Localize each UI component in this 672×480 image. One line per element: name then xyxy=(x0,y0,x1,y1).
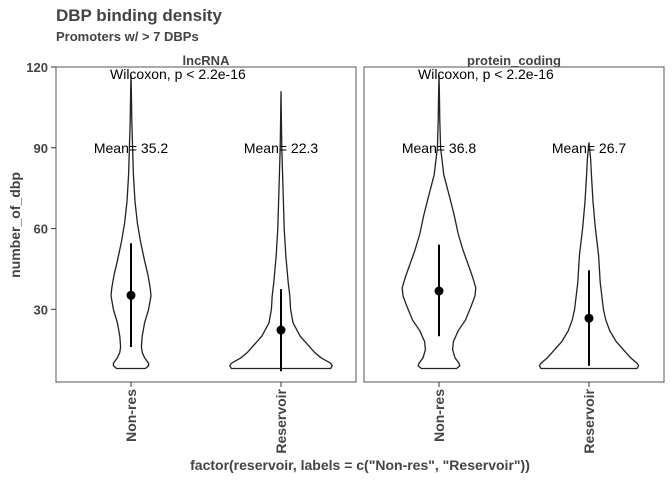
mean-annotation: Mean= 36.8 xyxy=(402,140,477,156)
x-tick-label: Reservoir xyxy=(273,388,289,453)
panel-border xyxy=(363,66,665,383)
y-axis-label: number_of_dbp xyxy=(7,172,23,278)
violin-shape xyxy=(110,75,152,370)
y-tick-label: 120 xyxy=(26,60,48,75)
y-tick-label: 60 xyxy=(34,222,48,237)
mean-point xyxy=(434,286,444,296)
violin-shape xyxy=(538,142,640,370)
violin-shape xyxy=(229,91,333,370)
wilcoxon-annotation: Wilcoxon, p < 2.2e-16 xyxy=(110,66,246,82)
y-tick-label: 30 xyxy=(34,302,48,317)
x-tick-label: Non-res xyxy=(123,389,139,442)
mean-point xyxy=(276,325,286,335)
facet-panels: lncRNA Mean= 35.2 Non-res Mean= 22.3 Reservo… xyxy=(55,53,665,454)
facet-strip-label: lncRNA xyxy=(183,53,231,68)
facet-panel-1: protein_coding Mean= 36.8 Non-res Mean= 26.… xyxy=(363,53,665,454)
violin-shape xyxy=(401,75,477,370)
chart-subtitle: Promoters w/ > 7 DBPs xyxy=(56,29,199,44)
facet-panel-0: lncRNA Mean= 35.2 Non-res Mean= 22.3 Reservo… xyxy=(55,53,357,454)
mean-point xyxy=(126,290,136,300)
mean-annotation: Mean= 35.2 xyxy=(94,140,169,156)
mean-annotation: Mean= 26.7 xyxy=(552,140,627,156)
wilcoxon-annotation: Wilcoxon, p < 2.2e-16 xyxy=(418,66,554,82)
chart-title: DBP binding density xyxy=(56,6,222,25)
x-tick-label: Non-res xyxy=(431,389,447,442)
mean-annotation: Mean= 22.3 xyxy=(244,140,319,156)
panel-border xyxy=(55,66,357,383)
y-axis: 30 60 90 120 xyxy=(26,60,56,317)
facet-strip-label: protein_coding xyxy=(467,53,561,68)
x-tick-label: Reservoir xyxy=(581,388,597,453)
y-tick-label: 90 xyxy=(34,141,48,156)
mean-point xyxy=(584,313,594,323)
x-axis-label: factor(reservoir, labels = c("Non-res", … xyxy=(190,457,530,473)
